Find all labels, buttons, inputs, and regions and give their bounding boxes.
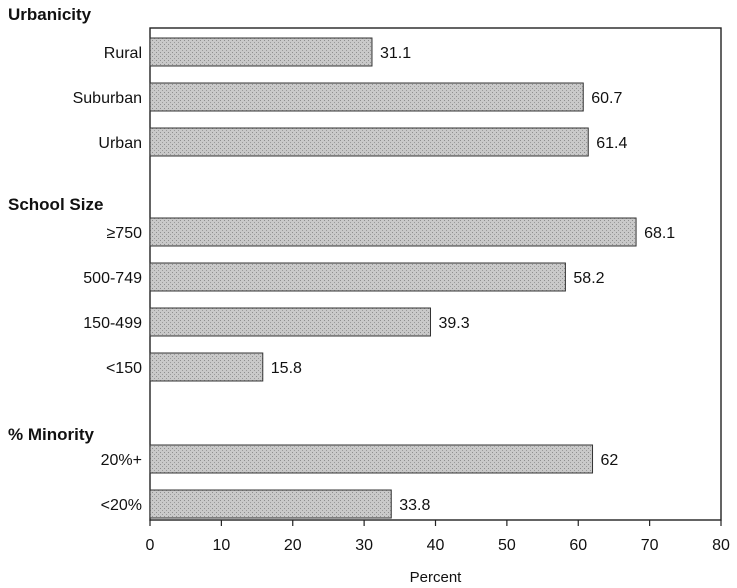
category-label-500-749: 500-749 xyxy=(83,270,142,287)
group-heading-urbanicity: Urbanicity xyxy=(8,5,92,24)
category-label-150-499: 150-499 xyxy=(83,315,142,332)
x-axis-title: Percent xyxy=(410,569,463,586)
x-tick-label-50: 50 xyxy=(498,537,516,554)
category-label-rural: Rural xyxy=(104,45,142,62)
bar-gte750 xyxy=(149,217,637,247)
bar-500-749 xyxy=(149,262,566,292)
category-label-suburban: Suburban xyxy=(73,90,142,107)
labels-layer: Urbanicity Rural 31.1 Suburban 60.7 Urban 61.4… xyxy=(8,5,675,514)
value-label-gte750: 68.1 xyxy=(644,225,675,242)
bars-layer xyxy=(149,37,637,519)
group-heading-school-size: School Size xyxy=(8,195,103,214)
value-label-150-499: 39.3 xyxy=(439,315,470,332)
bar-urban xyxy=(149,127,589,157)
value-label-500-749: 58.2 xyxy=(573,270,604,287)
bar-suburban xyxy=(149,82,584,112)
bar-20pctplus xyxy=(149,444,594,474)
x-tick-label-70: 70 xyxy=(641,537,659,554)
bar-150-499 xyxy=(149,307,432,337)
category-label-20pctplus: 20%+ xyxy=(101,452,142,469)
value-label-urban: 61.4 xyxy=(596,135,627,152)
x-tick-label-0: 0 xyxy=(146,537,155,554)
bar-lt150 xyxy=(149,352,264,382)
value-label-rural: 31.1 xyxy=(380,45,411,62)
category-label-lt150: <150 xyxy=(106,360,142,377)
x-axis: 0 10 20 30 40 50 60 70 80 Percent xyxy=(146,520,730,586)
bar-lt20pct xyxy=(149,489,392,519)
x-tick-label-10: 10 xyxy=(212,537,230,554)
category-label-urban: Urban xyxy=(98,135,142,152)
x-tick-label-30: 30 xyxy=(355,537,373,554)
category-label-gte750: ≥750 xyxy=(107,225,143,242)
x-tick-label-60: 60 xyxy=(569,537,587,554)
x-tick-label-20: 20 xyxy=(284,537,302,554)
category-label-lt20pct: <20% xyxy=(101,497,142,514)
x-tick-label-40: 40 xyxy=(427,537,445,554)
value-label-lt20pct: 33.8 xyxy=(399,497,430,514)
bar-rural xyxy=(149,37,373,67)
x-tick-label-80: 80 xyxy=(712,537,730,554)
value-label-lt150: 15.8 xyxy=(271,360,302,377)
group-heading-pct-minority: % Minority xyxy=(8,425,94,444)
value-label-suburban: 60.7 xyxy=(591,90,622,107)
value-label-20pctplus: 62 xyxy=(601,452,619,469)
